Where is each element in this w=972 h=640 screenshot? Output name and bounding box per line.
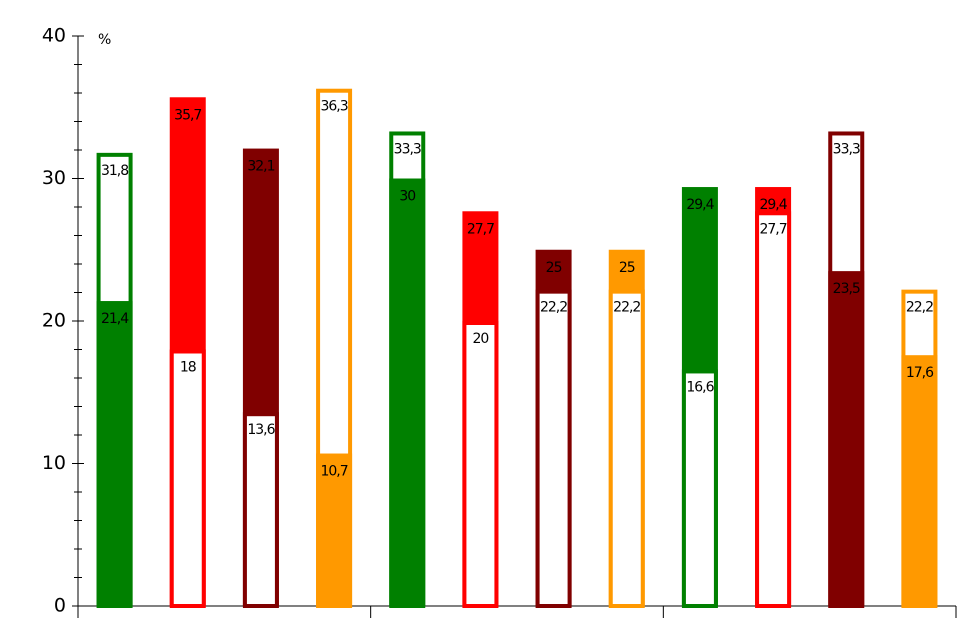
value-label: 22,2 — [613, 300, 640, 316]
y-tick-label: 20 — [42, 310, 66, 332]
filled-bar — [96, 301, 133, 606]
value-label: 25 — [619, 260, 635, 276]
value-label: 21,4 — [101, 311, 129, 327]
value-label: 29,4 — [686, 197, 714, 213]
outlined-bar — [608, 289, 645, 608]
value-label: 27,7 — [759, 221, 786, 237]
value-label: 33,3 — [394, 141, 421, 157]
outlined-bar — [535, 289, 572, 608]
filled-bar — [828, 271, 865, 606]
y-tick-label: 10 — [42, 452, 66, 474]
outlined-bar — [755, 211, 792, 608]
filled-bar — [389, 178, 426, 606]
value-label: 23,5 — [833, 281, 860, 297]
value-label: 17,6 — [906, 365, 934, 381]
filled-bar — [316, 453, 353, 606]
outlined-bar — [169, 349, 206, 608]
value-label: 16,6 — [686, 379, 714, 395]
value-label: 32,1 — [247, 159, 274, 175]
y-axis-label: % — [98, 32, 111, 48]
value-label: 20 — [473, 331, 489, 347]
outlined-bar — [681, 369, 718, 609]
value-label: 22,2 — [540, 300, 567, 316]
value-label: 22,2 — [906, 300, 933, 316]
y-tick-label: 0 — [54, 595, 66, 617]
value-label: 25 — [546, 260, 562, 276]
filled-bar — [901, 355, 938, 606]
outlined-bar — [462, 321, 499, 608]
value-label: 33,3 — [833, 141, 860, 157]
value-label: 13,6 — [247, 422, 275, 438]
value-label: 30 — [399, 189, 415, 205]
y-tick-label: 30 — [42, 167, 66, 189]
value-label: 36,3 — [320, 99, 347, 115]
outlined-bar — [242, 412, 279, 609]
value-label: 10,7 — [320, 464, 347, 480]
value-label: 35,7 — [174, 107, 201, 123]
value-label: 27,7 — [467, 221, 494, 237]
y-tick-label: 40 — [42, 25, 66, 47]
value-label: 18 — [180, 360, 196, 376]
value-label: 31,8 — [101, 163, 128, 179]
value-label: 29,4 — [759, 197, 787, 213]
